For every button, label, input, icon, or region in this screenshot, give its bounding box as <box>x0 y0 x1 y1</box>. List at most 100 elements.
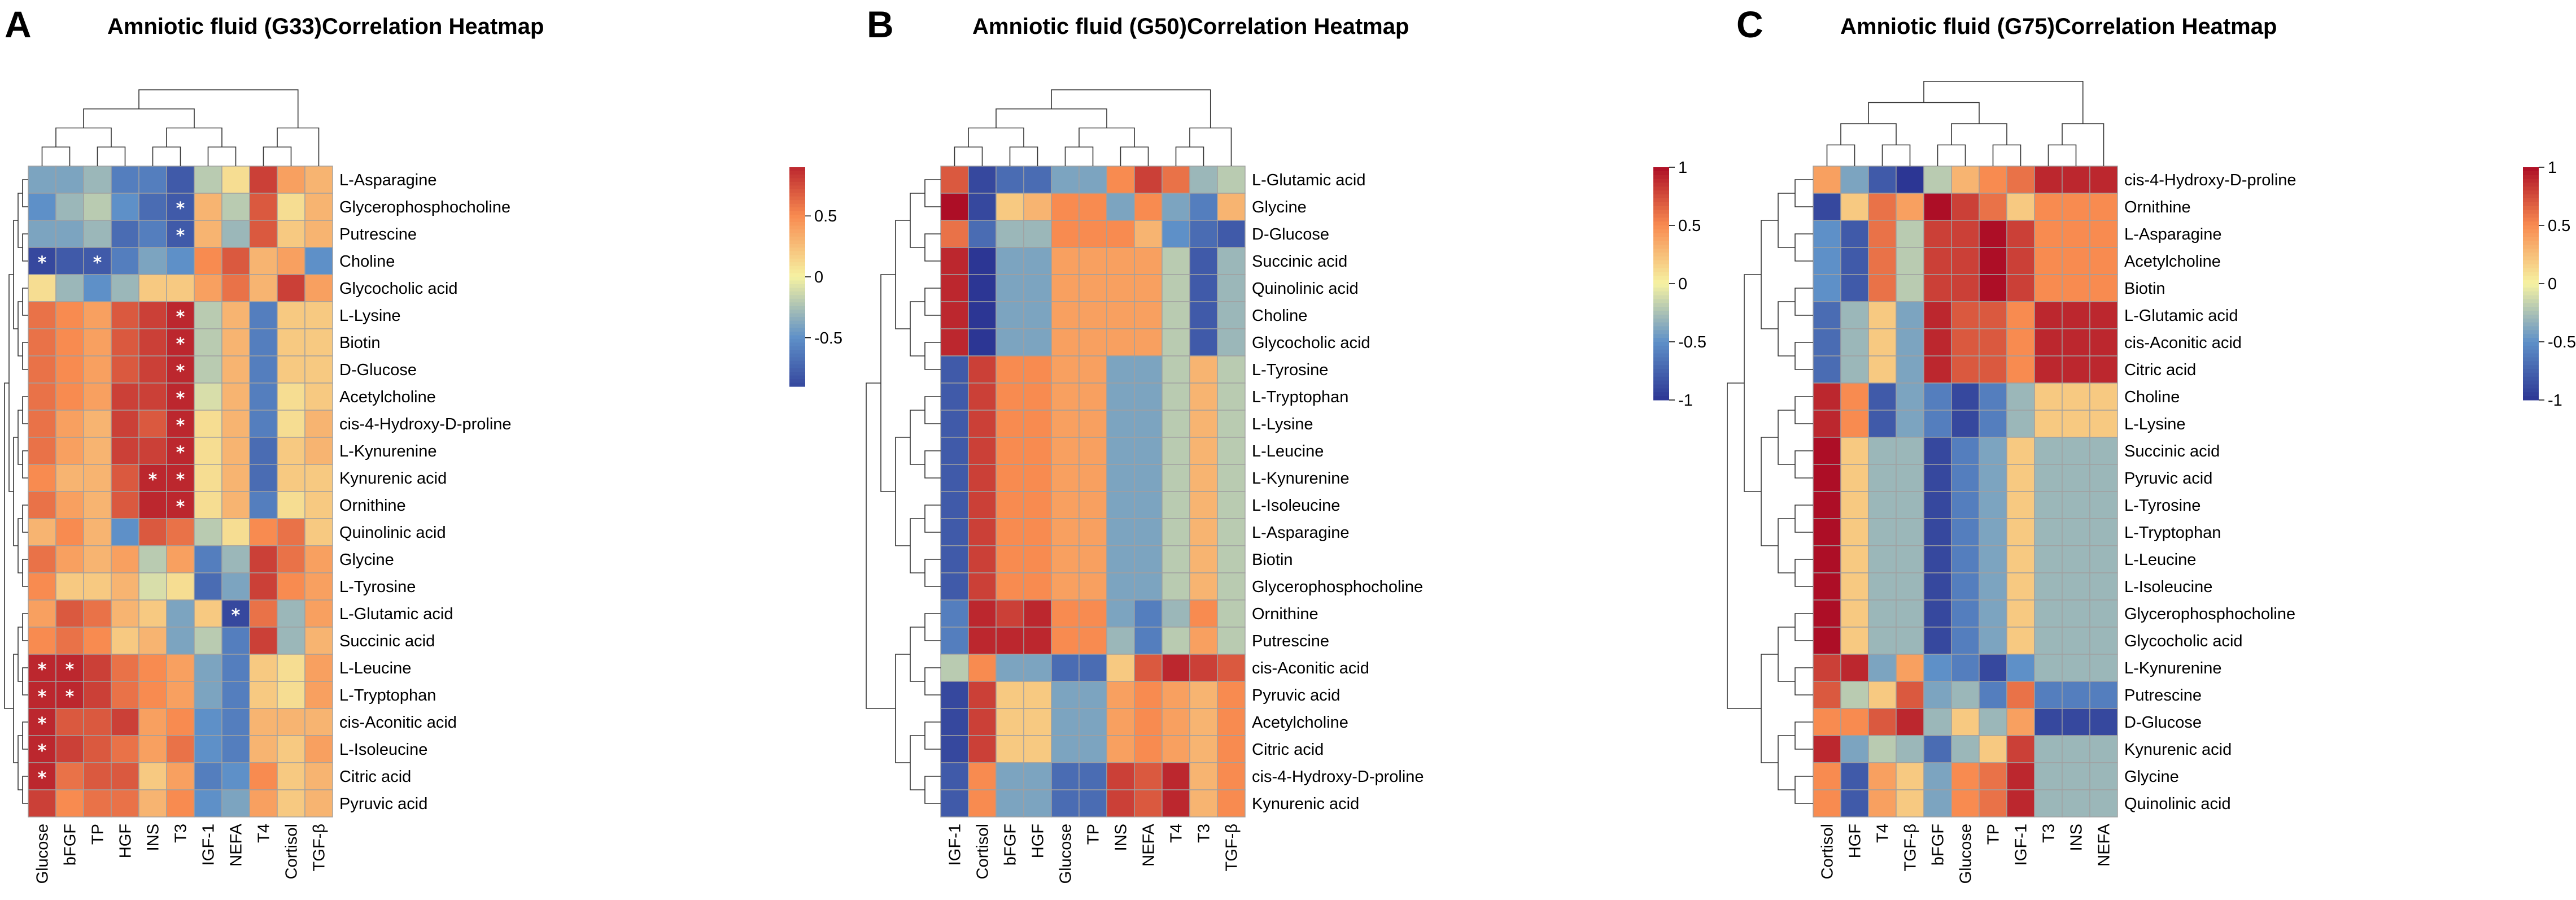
heatmap-cell <box>1923 735 1952 763</box>
colorbar-segment <box>2523 314 2539 319</box>
colorbar-segment <box>789 320 805 325</box>
colorbar-segment <box>2523 284 2539 288</box>
heatmap-cell <box>111 572 139 601</box>
heatmap-cell <box>1923 789 1952 818</box>
dendrogram-branch <box>1778 735 1795 790</box>
heatmap-cell <box>1923 464 1952 492</box>
heatmap-cell <box>2089 220 2118 248</box>
dendrogram-branch <box>13 654 18 763</box>
heatmap-cell <box>1162 545 1190 573</box>
colorbar-segment <box>2523 326 2539 331</box>
colorbar-segment <box>2523 365 2539 369</box>
column-label: TP <box>1085 824 1103 845</box>
column-label: T3 <box>172 824 190 843</box>
dendrogram-branch <box>954 146 983 166</box>
heatmap-cell <box>940 437 969 465</box>
colorbar-segment <box>2523 202 2539 207</box>
colorbar-tick-label: 1 <box>1678 159 1687 177</box>
heatmap-cell <box>304 762 333 790</box>
row-label: L-Isoleucine <box>339 741 427 759</box>
row-label: cis-Aconitic acid <box>339 714 457 732</box>
heatmap-cell <box>1134 437 1163 465</box>
row-label: Glycocholic acid <box>339 280 458 298</box>
heatmap-cell <box>1051 762 1080 790</box>
dendrogram-branch <box>1051 89 1211 128</box>
heatmap-cell <box>111 410 139 438</box>
colorbar-tick-label: 0 <box>814 268 823 286</box>
heatmap-cell <box>2006 518 2035 546</box>
heatmap-cell <box>968 627 997 655</box>
colorbar-segment <box>2523 249 2539 253</box>
row-label: cis-Aconitic acid <box>1252 659 1369 677</box>
dendrogram-branch <box>22 505 28 533</box>
dendrogram-branch <box>166 127 222 147</box>
heatmap-cell <box>996 518 1024 546</box>
dendrogram-branch <box>1761 437 1778 546</box>
heatmap-cell <box>1868 464 1897 492</box>
heatmap-cell <box>1079 328 1107 356</box>
column-label: T3 <box>1195 824 1213 843</box>
heatmap-cell <box>1868 789 1897 818</box>
colorbar-segment <box>789 196 805 201</box>
dendrogram-branch <box>1727 382 1761 709</box>
heatmap-cell <box>1162 681 1190 709</box>
heatmap-cell <box>1951 708 1980 736</box>
dendrogram-branch <box>1795 288 1813 316</box>
heatmap-cell <box>221 410 250 438</box>
colorbar-segment <box>789 350 805 354</box>
heatmap-cell <box>940 166 969 194</box>
heatmap-cell <box>1079 166 1107 194</box>
heatmap-cell <box>1106 789 1135 818</box>
dendrogram-branch <box>924 233 941 262</box>
heatmap-cell <box>304 382 333 411</box>
heatmap-cell <box>221 572 250 601</box>
column-label: INS <box>1112 824 1130 851</box>
heatmap-cell <box>2062 572 2090 601</box>
heatmap-cell <box>55 437 84 465</box>
heatmap-cell <box>1868 410 1897 438</box>
heatmap-cell <box>1813 627 1841 655</box>
heatmap-cell <box>1023 518 1052 546</box>
heatmap-cell <box>277 382 305 411</box>
colorbar-segment <box>1653 229 1669 234</box>
heatmap-cell <box>1951 654 1980 682</box>
colorbar-segment <box>2523 361 2539 366</box>
heatmap-cell <box>166 220 195 248</box>
colorbar-segment <box>789 262 805 267</box>
row-label: L-Isoleucine <box>2124 578 2212 596</box>
heatmap-cell <box>28 627 56 655</box>
heatmap-cell <box>1051 708 1080 736</box>
heatmap-cell <box>1106 220 1135 248</box>
column-label: T4 <box>255 824 273 843</box>
colorbar-segment <box>2523 221 2539 226</box>
heatmap-cell <box>2062 301 2090 329</box>
heatmap-cell <box>968 464 997 492</box>
colorbar-segment <box>2523 171 2539 176</box>
heatmap-cell <box>277 464 305 492</box>
dendrogram-branch <box>22 288 28 316</box>
heatmap-cell <box>940 599 969 628</box>
heatmap-cell <box>1079 491 1107 519</box>
row-label: Ornithine <box>1252 605 1318 623</box>
heatmap-cell <box>28 708 56 736</box>
heatmap-cell <box>1813 735 1841 763</box>
heatmap-cell <box>277 491 305 519</box>
heatmap-cell <box>1106 193 1135 221</box>
heatmap-cell <box>968 247 997 275</box>
colorbar-segment <box>1653 291 1669 296</box>
heatmap-cell <box>1189 410 1218 438</box>
heatmap-cell <box>1189 301 1218 329</box>
heatmap-cell <box>1162 627 1190 655</box>
dendrogram-branch <box>1795 233 1813 262</box>
row-label: Biotin <box>339 334 381 352</box>
heatmap-cell <box>138 545 167 573</box>
heatmap-cell <box>166 464 195 492</box>
colorbar-segment <box>789 251 805 255</box>
colorbar-segment <box>2523 218 2539 222</box>
colorbar-segment <box>1653 287 1669 292</box>
heatmap-cell <box>1079 301 1107 329</box>
heatmap-cell <box>2006 708 2035 736</box>
heatmap-cell <box>1106 355 1135 384</box>
colorbar-tick-label: 0.5 <box>814 207 837 225</box>
row-label: Succinic acid <box>1252 253 1347 271</box>
